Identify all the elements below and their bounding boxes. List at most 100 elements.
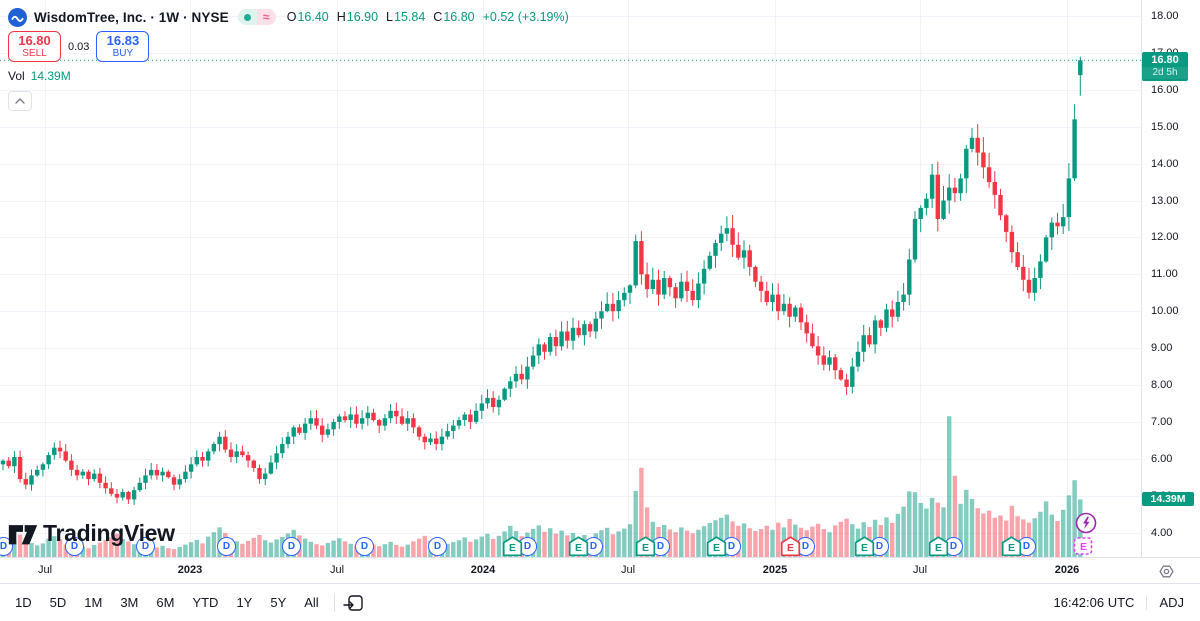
dividend-marker[interactable]: D bbox=[0, 537, 13, 556]
sell-button[interactable]: 16.80 SELL bbox=[8, 31, 61, 62]
dividend-marker[interactable]: D bbox=[136, 537, 155, 556]
volume-label: Vol bbox=[8, 69, 25, 83]
svg-text:E: E bbox=[1080, 541, 1087, 553]
buy-label: BUY bbox=[112, 48, 134, 59]
time-tick: 2023 bbox=[177, 564, 203, 576]
upcoming-earnings-marker[interactable]: E bbox=[1073, 535, 1094, 557]
svg-text:E: E bbox=[787, 542, 794, 554]
price-tick: 6.00 bbox=[1151, 452, 1173, 465]
dividend-icon: D bbox=[65, 537, 84, 556]
svg-text:E: E bbox=[861, 542, 868, 554]
price-tick: 11.00 bbox=[1151, 268, 1178, 281]
bottom-toolbar: 1D 5D 1M 3M 6M YTD 1Y 5Y All 16:42:06 UTC ADJ bbox=[0, 583, 1200, 621]
dividend-icon: D bbox=[1017, 537, 1036, 556]
symbol-logo-icon[interactable] bbox=[8, 7, 27, 27]
time-tick: 2026 bbox=[1054, 564, 1080, 576]
time-tick: Jul bbox=[329, 564, 345, 576]
time-tick: 2024 bbox=[470, 564, 496, 576]
price-tick: 15.00 bbox=[1151, 120, 1179, 133]
open-value: 16.40 bbox=[297, 10, 329, 24]
go-to-date-button[interactable] bbox=[343, 593, 365, 613]
symbol-title[interactable]: WisdomTree, Inc. · 1W · NYSE bbox=[34, 9, 229, 25]
earnings-icon: E bbox=[635, 536, 656, 557]
market-status-pill[interactable]: ≈ bbox=[237, 9, 276, 25]
dividend-marker[interactable]: D bbox=[428, 537, 447, 556]
range-button-1y[interactable]: 1Y bbox=[229, 591, 259, 614]
earnings-icon: E bbox=[706, 536, 727, 557]
dividend-marker[interactable]: D bbox=[217, 537, 236, 556]
price-tick: 13.00 bbox=[1151, 194, 1179, 207]
earnings-marker[interactable]: E bbox=[635, 536, 656, 557]
adjusted-data-toggle[interactable]: ADJ bbox=[1146, 595, 1186, 610]
date-range-buttons: 1D 5D 1M 3M 6M YTD 1Y 5Y All bbox=[0, 591, 326, 614]
range-button-5y[interactable]: 5Y bbox=[263, 591, 293, 614]
dividend-marker[interactable]: D bbox=[1017, 537, 1036, 556]
time-tick: Jul bbox=[37, 564, 53, 576]
estimates-icon: ≈ bbox=[256, 9, 276, 25]
price-tick: 14.00 bbox=[1151, 157, 1179, 170]
price-tick: 18.00 bbox=[1151, 10, 1179, 22]
high-value: 16.90 bbox=[346, 10, 379, 24]
time-axis[interactable]: Jul 2023 Jul 2024 Jul 2025 Jul 2026 bbox=[0, 557, 1200, 583]
toolbar-right: 16:42:06 UTC ADJ bbox=[1042, 595, 1200, 610]
range-button-3m[interactable]: 3M bbox=[113, 591, 145, 614]
low-value: 15.84 bbox=[394, 10, 426, 24]
earnings-marker[interactable]: E bbox=[928, 536, 949, 557]
flash-marker[interactable] bbox=[1075, 512, 1097, 539]
market-open-dot-icon bbox=[237, 9, 257, 25]
sell-label: SELL bbox=[22, 48, 47, 59]
price-axis[interactable]: 18.0017.0016.0015.0014.0013.0012.0011.00… bbox=[1141, 0, 1200, 557]
low-label: L bbox=[386, 10, 393, 24]
earnings-marker[interactable]: E bbox=[854, 536, 875, 557]
dividend-marker[interactable]: D bbox=[355, 537, 374, 556]
earnings-icon: E bbox=[854, 536, 875, 557]
price-tick: 4.00 bbox=[1151, 526, 1173, 539]
price-tick: 7.00 bbox=[1151, 415, 1173, 428]
earnings-marker[interactable]: E bbox=[780, 536, 801, 557]
range-button-5d[interactable]: 5D bbox=[43, 591, 74, 614]
range-button-1m[interactable]: 1M bbox=[77, 591, 109, 614]
earnings-icon: E bbox=[568, 536, 589, 557]
price-tick: 9.00 bbox=[1151, 342, 1173, 355]
dividend-marker[interactable]: D bbox=[282, 537, 301, 556]
session-clock[interactable]: 16:42:06 UTC bbox=[1053, 595, 1135, 610]
dividend-marker[interactable]: D bbox=[65, 537, 84, 556]
close-label: C bbox=[433, 10, 443, 24]
earnings-marker[interactable]: E bbox=[502, 536, 523, 557]
dividend-icon: D bbox=[428, 537, 447, 556]
earnings-icon: E bbox=[1001, 536, 1022, 557]
flash-icon bbox=[1075, 512, 1097, 534]
axis-settings-icon[interactable] bbox=[1158, 563, 1175, 585]
price-tick: 16.00 bbox=[1151, 83, 1179, 96]
toolbar-separator bbox=[333, 593, 335, 612]
range-button-all[interactable]: All bbox=[297, 591, 325, 614]
range-button-6m[interactable]: 6M bbox=[149, 591, 181, 614]
dividend-icon: D bbox=[355, 537, 374, 556]
dividend-icon: D bbox=[0, 537, 13, 556]
dividend-icon: D bbox=[217, 537, 236, 556]
change-value: +0.52 (+3.19%) bbox=[482, 10, 569, 24]
range-button-1d[interactable]: 1D bbox=[8, 591, 39, 614]
buy-button[interactable]: 16.83 BUY bbox=[96, 31, 150, 62]
volume-axis-badge: 14.39M bbox=[1142, 492, 1194, 506]
price-tick: 8.00 bbox=[1151, 379, 1173, 391]
time-tick: 2025 bbox=[762, 564, 788, 576]
volume-value: 14.39M bbox=[30, 69, 71, 83]
current-price-value: 16.80 bbox=[1151, 54, 1179, 66]
svg-text:E: E bbox=[509, 542, 516, 554]
time-tick: Jul bbox=[620, 564, 636, 576]
open-label: O bbox=[286, 10, 297, 24]
earnings-icon: E bbox=[928, 536, 949, 557]
earnings-marker[interactable]: E bbox=[706, 536, 727, 557]
price-tick: 12.00 bbox=[1151, 231, 1179, 244]
price-tick: 10.00 bbox=[1151, 305, 1179, 318]
buy-price: 16.83 bbox=[106, 33, 140, 48]
collapse-legend-button[interactable] bbox=[8, 91, 32, 111]
earnings-marker[interactable]: E bbox=[1001, 536, 1022, 557]
range-button-ytd[interactable]: YTD bbox=[185, 591, 225, 614]
svg-text:E: E bbox=[642, 542, 649, 554]
earnings-marker[interactable]: E bbox=[568, 536, 589, 557]
